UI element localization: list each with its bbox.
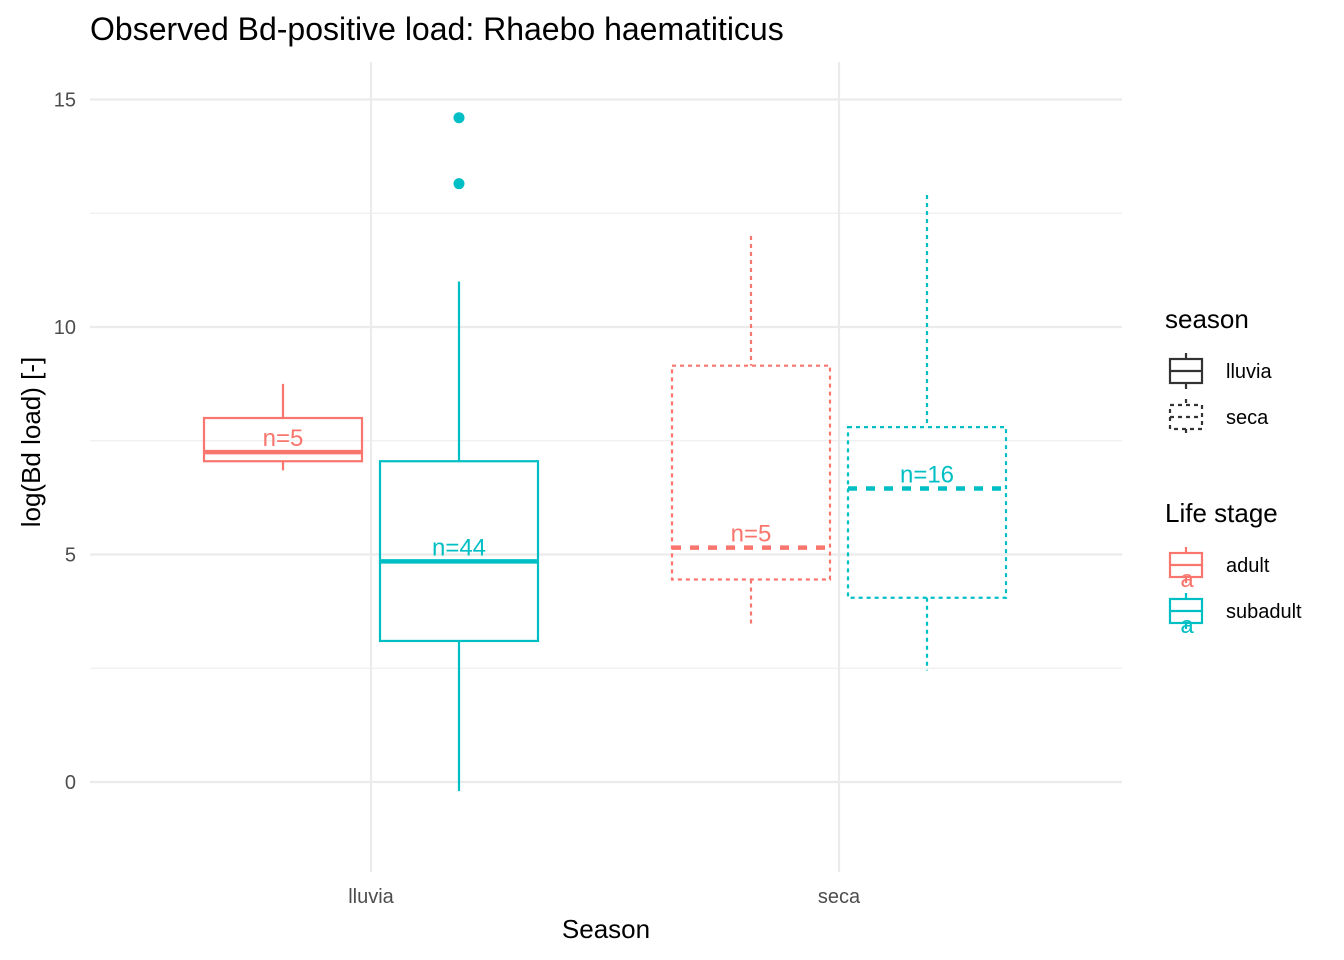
legend-label: adult <box>1226 555 1270 577</box>
legend-group-0: season lluvia seca <box>1165 304 1272 435</box>
y-tick-label: 5 <box>65 545 76 567</box>
legend-key-text: a <box>1180 612 1194 639</box>
legend-label: subadult <box>1226 601 1302 623</box>
sample-size-label: n=16 <box>900 462 954 489</box>
box-iqr <box>202 416 364 463</box>
outlier-point <box>453 112 465 124</box>
box-seca-subadult: n=16 <box>846 195 1008 671</box>
x-tick-label: seca <box>818 886 861 908</box>
sample-size-label: n=44 <box>432 534 486 561</box>
legend-title: season <box>1165 304 1249 334</box>
legend-title: Life stage <box>1165 498 1278 528</box>
sample-size-label: n=5 <box>263 425 304 452</box>
legend: season lluvia seca Life stage a adult a subadul… <box>1165 304 1302 639</box>
x-tick-label: lluvia <box>348 886 394 908</box>
box-seca-adult: n=5 <box>670 236 832 626</box>
boxplot-series: n=5 n=44 n=5 n=16 <box>202 112 1008 792</box>
y-tick-label: 10 <box>54 317 76 339</box>
legend-key: a <box>1168 593 1204 639</box>
legend-key <box>1168 399 1204 435</box>
box-iqr <box>846 426 1008 599</box>
grid-lines <box>90 62 1122 872</box>
outlier-point <box>453 178 465 190</box>
box-iqr <box>378 460 540 643</box>
legend-label: lluvia <box>1226 361 1272 383</box>
chart-title: Observed Bd-positive load: Rhaebo haemat… <box>90 11 784 47</box>
y-axis-title: log(Bd load) [-] <box>16 357 46 528</box>
y-axis-tick-labels: 0 5 10 15 <box>54 90 76 795</box>
y-tick-label: 15 <box>54 90 76 112</box>
x-axis-title: Season <box>562 914 650 944</box>
x-axis-tick-labels: lluvia seca <box>348 886 861 908</box>
legend-key-text: a <box>1180 566 1194 593</box>
legend-group-1: Life stage a adult a subadult <box>1165 498 1302 639</box>
sample-size-label: n=5 <box>731 521 772 548</box>
legend-key: a <box>1168 547 1204 593</box>
legend-key <box>1168 353 1204 389</box>
y-tick-label: 0 <box>65 772 76 794</box>
legend-label: seca <box>1226 407 1269 429</box>
box-lluvia-adult: n=5 <box>202 383 364 471</box>
box-lluvia-subadult: n=44 <box>378 112 540 792</box>
box-iqr <box>670 364 832 581</box>
